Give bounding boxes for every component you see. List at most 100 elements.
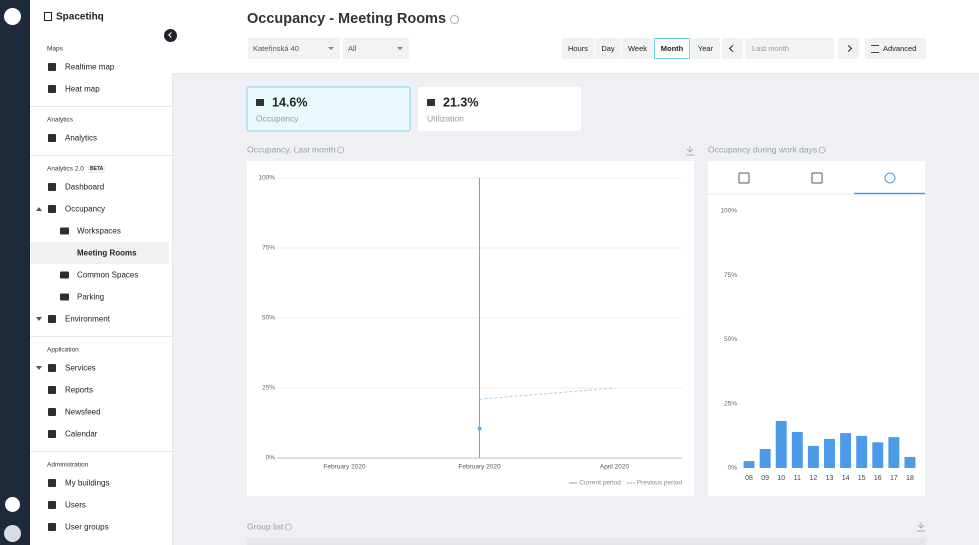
x-tick-label: 18 <box>906 475 914 482</box>
nav-item[interactable]: My buildings <box>65 478 110 488</box>
x-tick-label: April 2020 <box>600 464 630 471</box>
x-tick-label: 15 <box>858 475 866 482</box>
nav-item[interactable]: Users <box>65 500 86 510</box>
nav-item[interactable]: Dashboard <box>65 182 105 192</box>
x-tick-label: February 2020 <box>458 464 501 471</box>
section-title: Analytics <box>47 116 74 124</box>
logo[interactable] <box>4 8 21 25</box>
section-title: Analytics 2.0 <box>47 165 84 173</box>
y-tick-label: 25% <box>724 400 737 407</box>
nav-icon <box>60 227 69 235</box>
kpi-value: 21.3% <box>443 95 478 109</box>
x-tick-label: 13 <box>826 475 834 482</box>
nav-item[interactable]: Analytics <box>65 133 98 143</box>
nav-icon <box>48 85 56 93</box>
nav-icon <box>48 63 56 71</box>
x-tick-label: 14 <box>842 475 850 482</box>
view-tab-icon[interactable] <box>884 172 896 184</box>
nav-item[interactable]: Reports <box>65 385 94 395</box>
prev-button[interactable] <box>722 38 743 59</box>
legend-label: Previous period <box>637 480 683 487</box>
y-tick-label: 50% <box>262 315 275 322</box>
nav-item[interactable]: Workspaces <box>77 226 121 236</box>
nav-item[interactable]: Services <box>65 363 96 373</box>
nav-item[interactable]: Heat map <box>65 84 100 94</box>
kpi-card[interactable] <box>418 87 581 131</box>
app-rail <box>0 0 30 545</box>
filter-select[interactable]: All <box>343 38 409 59</box>
section-title: Administration <box>47 461 89 469</box>
filter-label: Kateřinská 40 <box>253 44 299 53</box>
kpi-value: 14.6% <box>272 95 307 109</box>
caret[interactable] <box>36 317 42 321</box>
period-button[interactable]: Year <box>691 38 720 59</box>
y-tick-label: 50% <box>724 336 737 343</box>
y-tick-label: 100% <box>720 208 737 215</box>
separator <box>30 106 172 107</box>
next-button[interactable] <box>838 38 859 59</box>
x-tick-label: 17 <box>890 475 898 482</box>
legend-label: Current period <box>579 480 621 487</box>
bar <box>856 435 868 468</box>
header: Occupancy - Meeting Rooms Kateřinská 40 Al… <box>172 0 979 74</box>
info-icon <box>337 146 345 154</box>
section-title: Occupancy, Last month <box>247 144 336 154</box>
nav-icon <box>48 386 56 394</box>
nav-item[interactable]: Realtime map <box>65 62 115 72</box>
bar <box>824 438 835 468</box>
separator <box>30 451 172 452</box>
brand: Spacetihq <box>56 11 104 23</box>
download-icon[interactable] <box>686 146 694 156</box>
nav-item[interactable]: Calendar <box>65 429 98 439</box>
nav-icon <box>48 364 56 372</box>
y-tick-label: 75% <box>724 272 737 279</box>
nav-item[interactable]: Parking <box>77 292 105 302</box>
view-tab-icon[interactable] <box>811 172 823 184</box>
kpi-icon <box>256 99 264 106</box>
section-title: Maps <box>47 45 63 53</box>
help-button[interactable] <box>5 497 20 512</box>
download-icon[interactable] <box>917 522 925 532</box>
y-tick-label: 0% <box>266 455 276 462</box>
nav-icon <box>48 183 56 191</box>
view-tab-icon[interactable] <box>738 172 750 184</box>
bar <box>791 432 803 468</box>
collapse-button[interactable] <box>164 29 177 42</box>
nav-icon <box>48 523 56 531</box>
nav-item[interactable]: User groups <box>65 522 109 532</box>
nav-item[interactable]: Newsfeed <box>65 407 101 417</box>
nav-icon <box>48 430 56 438</box>
bar <box>840 433 852 468</box>
point <box>477 426 482 431</box>
kpi-label: Occupancy <box>256 113 299 123</box>
filter-select[interactable]: Kateřinská 40 <box>248 38 340 59</box>
active-bg <box>30 242 169 264</box>
series-line <box>479 387 615 400</box>
caret[interactable] <box>36 207 42 211</box>
info-icon <box>818 146 826 154</box>
y-tick-label: 0% <box>728 465 738 472</box>
kpi-card[interactable] <box>246 86 411 132</box>
period-button[interactable]: Week <box>622 38 653 59</box>
filter-icon <box>871 45 879 53</box>
nav-icon <box>48 501 56 509</box>
period-button[interactable]: Hours <box>562 38 594 59</box>
nav-item[interactable]: Environment <box>65 314 110 324</box>
advanced-button[interactable]: Advanced <box>865 38 926 59</box>
nav-item[interactable]: Occupancy <box>65 204 106 214</box>
avatar[interactable] <box>4 525 21 542</box>
brand-icon <box>44 12 52 21</box>
separator <box>30 336 172 337</box>
x-tick-label: 10 <box>777 475 785 482</box>
nav-icon <box>48 205 56 213</box>
caret[interactable] <box>36 366 42 370</box>
nav-item[interactable]: Common Spaces <box>77 270 139 280</box>
period-button[interactable]: Month <box>654 38 690 59</box>
nav-item[interactable]: Meeting Rooms <box>77 248 137 258</box>
range-input[interactable]: Last month <box>745 38 834 59</box>
x-tick-label: 09 <box>761 475 769 482</box>
bar <box>807 445 819 468</box>
period-button[interactable]: Day <box>595 38 621 59</box>
kpi-icon <box>427 99 435 106</box>
kpi-label: Utilization <box>427 113 464 123</box>
